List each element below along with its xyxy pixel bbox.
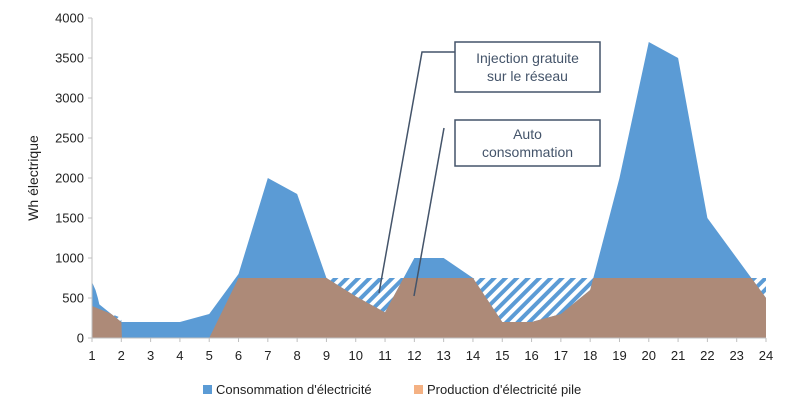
callout-box — [454, 41, 601, 93]
x-tick-label: 13 — [436, 348, 450, 363]
legend-label-consommation: Consommation d'électricité — [216, 382, 372, 397]
x-tick-label: 14 — [466, 348, 480, 363]
x-tick-label: 21 — [671, 348, 685, 363]
y-tick-label: 4000 — [55, 11, 84, 26]
x-tick-label: 9 — [323, 348, 330, 363]
y-tick-label: 1500 — [55, 211, 84, 226]
x-tick-label: 4 — [176, 348, 183, 363]
x-tick-label: 22 — [700, 348, 714, 363]
x-tick-label: 2 — [118, 348, 125, 363]
x-tick-label: 17 — [554, 348, 568, 363]
callout-pointer — [378, 51, 455, 294]
callout-text-line: sur le réseau — [487, 68, 568, 84]
legend-label-production: Production d'électricité pile — [427, 382, 581, 397]
callout-text-line: Auto — [513, 126, 542, 142]
y-tick-label: 1000 — [55, 251, 84, 266]
callouts: Injection gratuite sur le réseau Auto conso… — [378, 41, 601, 297]
legend-swatch-consommation — [203, 385, 212, 394]
x-tick-label: 19 — [612, 348, 626, 363]
y-tick-label: 3500 — [55, 51, 84, 66]
callout-text-line: Injection gratuite — [476, 50, 579, 66]
x-tick-label: 15 — [495, 348, 509, 363]
y-tick-label: 3000 — [55, 91, 84, 106]
callout-1: Auto consommation — [413, 119, 601, 297]
x-tick-label: 6 — [235, 348, 242, 363]
overlap-autoconsommation-area — [92, 278, 766, 338]
x-tick-label: 11 — [378, 348, 392, 363]
x-tick-label: 10 — [349, 348, 363, 363]
callout-box — [454, 119, 601, 167]
y-axis-label: Wh électrique — [25, 135, 41, 221]
y-tick-label: 500 — [62, 291, 84, 306]
legend-swatch-production — [414, 385, 423, 394]
x-tick-label: 20 — [642, 348, 656, 363]
x-tick-label: 23 — [729, 348, 743, 363]
legend: Consommation d'électricité Production d'… — [203, 382, 581, 397]
y-tick-label: 2500 — [55, 131, 84, 146]
callout-0: Injection gratuite sur le réseau — [378, 41, 601, 294]
x-tick-label: 1 — [88, 348, 95, 363]
callout-text-line: consommation — [482, 144, 573, 160]
y-tick-label: 0 — [77, 331, 84, 346]
series-consommation-area — [92, 42, 766, 338]
x-tick-label: 12 — [407, 348, 421, 363]
x-tick-label: 7 — [264, 348, 271, 363]
x-tick-label: 18 — [583, 348, 597, 363]
x-tick-label: 8 — [294, 348, 301, 363]
x-tick-label: 5 — [206, 348, 213, 363]
y-tick-label: 2000 — [55, 171, 84, 186]
callout-pointer — [413, 127, 445, 297]
plot-areas — [92, 42, 766, 338]
x-tick-label: 24 — [759, 348, 773, 363]
x-tick-label: 3 — [147, 348, 154, 363]
x-tick-label: 16 — [524, 348, 538, 363]
